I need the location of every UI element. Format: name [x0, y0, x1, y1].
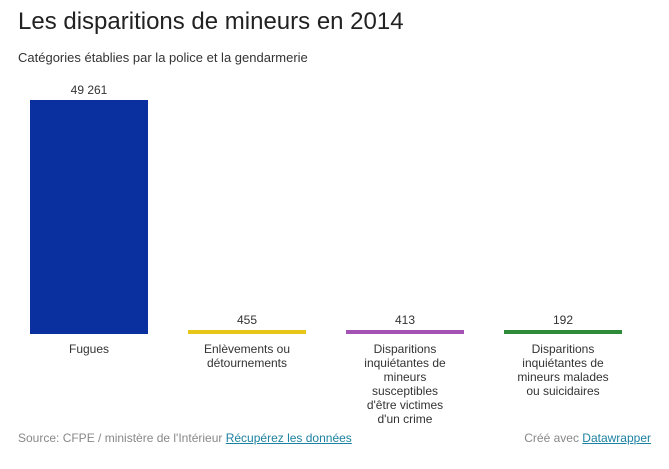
datawrapper-link[interactable]: Datawrapper — [582, 431, 651, 445]
category-label-line: Fugues — [69, 342, 109, 356]
credit-text: Créé avec — [524, 431, 579, 445]
bar-0 — [30, 100, 148, 334]
category-label-line: Enlèvements ou — [204, 342, 290, 356]
source-text: Source: CFPE / ministère de l'Intérieur — [18, 431, 223, 445]
category-label-line: d'être victimes — [367, 398, 443, 412]
chart-subtitle: Catégories établies par la police et la … — [18, 50, 308, 65]
footer: Source: CFPE / ministère de l'Intérieur … — [18, 431, 651, 445]
category-label-0: Fugues — [69, 342, 109, 356]
download-data-link[interactable]: Récupérez les données — [225, 431, 352, 445]
bar-3 — [504, 330, 622, 334]
category-label-line: mineurs — [384, 370, 427, 384]
category-label-line: mineurs malades — [517, 370, 608, 384]
bar-1 — [188, 330, 306, 334]
chart-title: Les disparitions de mineurs en 2014 — [18, 8, 404, 35]
credit-line: Créé avec Datawrapper — [524, 431, 651, 445]
value-label-1: 455 — [237, 313, 257, 327]
bar-2 — [346, 330, 464, 334]
value-label-0: 49 261 — [71, 83, 108, 97]
source-line: Source: CFPE / ministère de l'Intérieur … — [18, 431, 352, 445]
category-label-line: susceptibles — [372, 384, 438, 398]
category-label-line: inquiétantes de — [364, 356, 446, 370]
category-label-3: Disparitions inquiétantes de mineurs malad… — [517, 342, 608, 398]
category-label-1: Enlèvements ou détournements — [204, 342, 290, 370]
value-label-2: 413 — [395, 313, 415, 327]
value-label-3: 192 — [553, 313, 573, 327]
category-label-line: Disparitions — [532, 342, 595, 356]
category-label-line: détournements — [207, 356, 287, 370]
category-label-2: Disparitions inquiétantes de mineurs suscep… — [364, 342, 446, 426]
category-label-line: Disparitions — [374, 342, 437, 356]
category-label-line: ou suicidaires — [526, 384, 599, 398]
category-label-line: inquiétantes de — [522, 356, 604, 370]
category-label-line: d'un crime — [378, 412, 433, 426]
